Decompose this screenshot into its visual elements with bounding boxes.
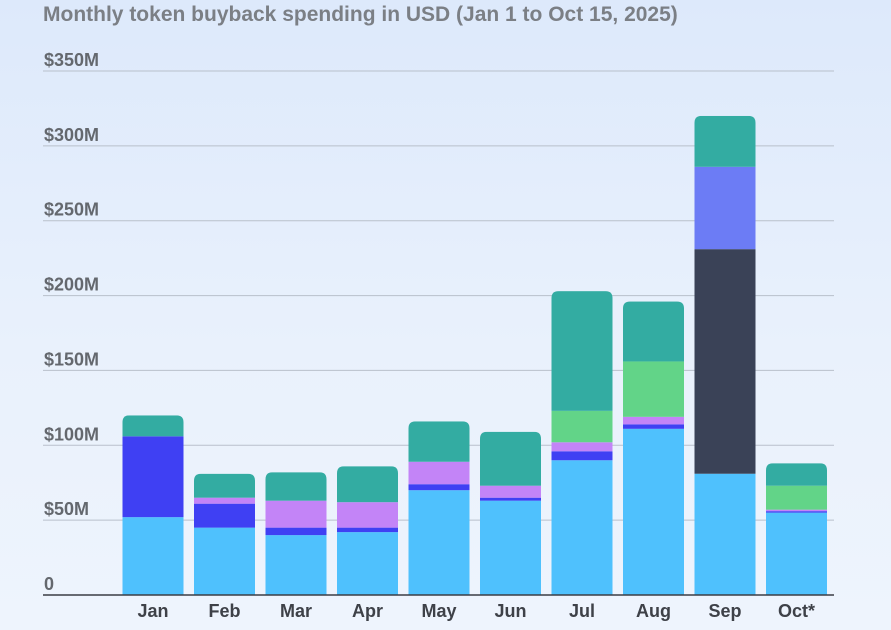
bar-segment — [265, 500, 327, 528]
bar-segment — [480, 485, 541, 498]
bar-segment — [623, 428, 684, 595]
y-tick-label: $150M — [44, 349, 99, 369]
bar-segment — [623, 424, 684, 429]
bar-segment — [623, 361, 684, 417]
bar-segment — [194, 527, 255, 595]
x-tick-label: Jul — [569, 601, 595, 621]
bar-segment — [480, 497, 541, 501]
bar-segment — [766, 463, 827, 486]
bar-segment — [694, 166, 756, 250]
x-tick-label: Jan — [137, 601, 168, 621]
y-tick-label: $250M — [44, 200, 99, 220]
x-tick-label: Sep — [708, 601, 741, 621]
bar-segment — [122, 415, 184, 437]
bar-segment — [194, 497, 255, 504]
bar-segment — [408, 461, 470, 485]
bar-stack-Mar — [265, 472, 327, 595]
x-tick-label: May — [421, 601, 456, 621]
bar-segment — [623, 416, 684, 425]
bar-segment — [480, 431, 541, 486]
bar-segment — [337, 466, 398, 503]
y-axis-ticks: 0 $50M $100M $150M $200M $250M $300M $350M — [44, 50, 99, 594]
y-tick-label: $100M — [44, 424, 99, 444]
bar-segment — [694, 249, 756, 474]
bar-segment — [408, 490, 470, 595]
y-tick-label: $50M — [44, 499, 89, 519]
y-tick-label: $200M — [44, 275, 99, 295]
bar-stack-May — [408, 421, 470, 595]
y-tick-label: 0 — [44, 574, 54, 594]
bar-segment — [766, 509, 827, 512]
bar-stack-Jul — [551, 291, 613, 595]
bar-segment — [551, 451, 613, 461]
bar-segment — [122, 517, 184, 595]
bar-segment — [551, 442, 613, 452]
bar-segment — [122, 436, 184, 518]
x-axis-ticks: Jan Feb Mar Apr May Jun Jul Aug Sep Oct* — [43, 594, 834, 621]
bar-segment — [265, 535, 327, 595]
bar-segment — [194, 503, 255, 528]
x-tick-label: Feb — [208, 601, 240, 621]
bar-segment — [337, 532, 398, 595]
bar-segment — [766, 511, 827, 513]
bar-stack-Jan — [122, 415, 184, 595]
bar-segment — [265, 472, 327, 501]
bar-segment — [337, 502, 398, 528]
bars — [122, 115, 827, 595]
bar-segment — [480, 500, 541, 595]
bar-segment — [194, 473, 255, 498]
bar-segment — [694, 473, 756, 595]
bar-segment — [551, 291, 613, 411]
bar-segment — [408, 484, 470, 491]
bar-stack-Oct* — [766, 463, 827, 595]
bar-stack-Sep — [694, 115, 756, 595]
bar-stack-Feb — [194, 473, 255, 595]
bar-segment — [766, 512, 827, 595]
y-tick-label: $350M — [44, 50, 99, 70]
x-tick-label: Mar — [280, 601, 312, 621]
bar-segment — [551, 460, 613, 595]
bar-segment — [551, 410, 613, 443]
bar-stack-Jun — [480, 431, 541, 595]
bar-segment — [337, 527, 398, 533]
bar-segment — [766, 485, 827, 510]
bar-stack-Aug — [623, 301, 684, 595]
bar-segment — [408, 421, 470, 462]
x-tick-label: Oct* — [778, 601, 815, 621]
bar-segment — [265, 527, 327, 536]
x-tick-label: Aug — [636, 601, 671, 621]
y-tick-label: $300M — [44, 125, 99, 145]
x-tick-label: Jun — [494, 601, 526, 621]
x-tick-label: Apr — [352, 601, 383, 621]
bar-segment — [623, 301, 684, 362]
chart-title: Monthly token buyback spending in USD (J… — [43, 3, 678, 26]
bar-stack-Apr — [337, 466, 398, 595]
bar-segment — [694, 115, 756, 167]
